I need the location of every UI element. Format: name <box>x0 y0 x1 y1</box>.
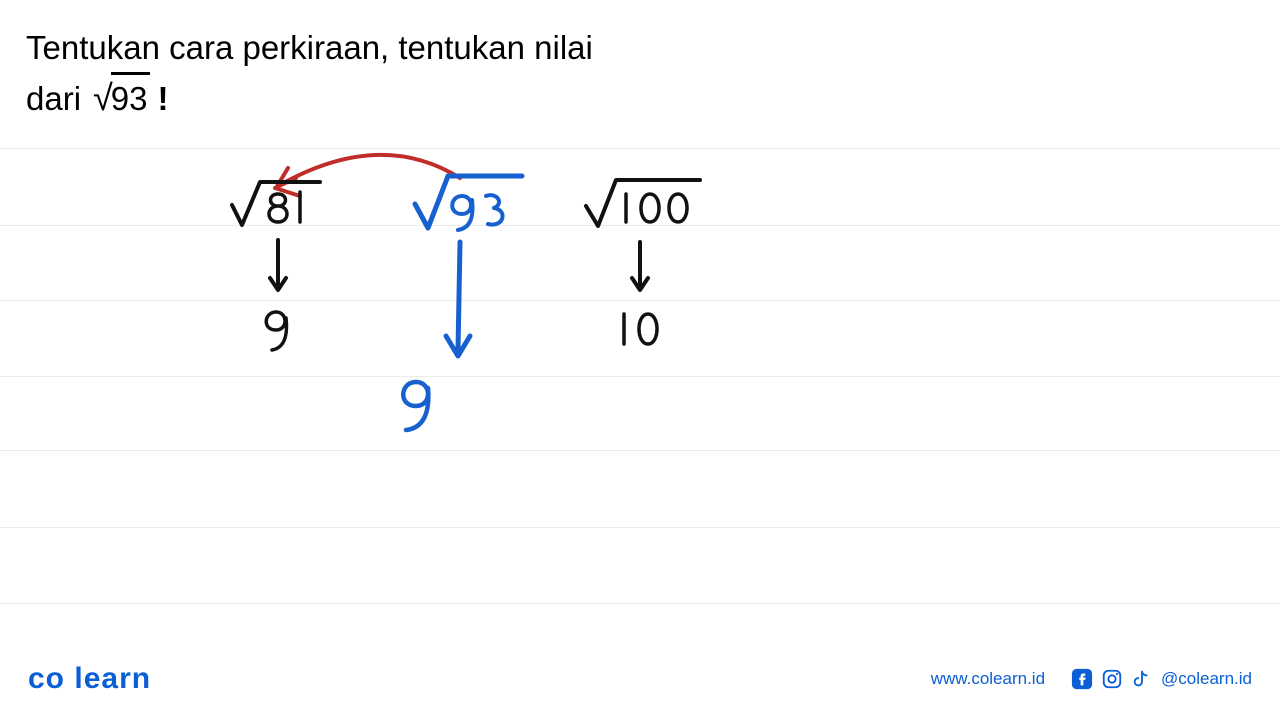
facebook-icon <box>1071 668 1093 690</box>
footer: co learn www.colearn.id @colearn.id <box>0 650 1280 720</box>
social-icons: @colearn.id <box>1071 668 1252 690</box>
question-prefix: dari <box>26 75 81 123</box>
footer-right: www.colearn.id @colearn.id <box>931 668 1252 690</box>
question-sqrt: √ 93 <box>93 72 149 124</box>
ruled-line <box>0 225 1280 226</box>
red-arrow <box>275 155 460 196</box>
ruled-line <box>0 300 1280 301</box>
instagram-icon <box>1101 668 1123 690</box>
brand-co: co <box>28 662 65 695</box>
ruled-line <box>0 527 1280 528</box>
question-block: Tentukan cara perkiraan, tentukan nilai … <box>26 24 593 124</box>
question-line1: Tentukan cara perkiraan, tentukan nilai <box>26 24 593 72</box>
sqrt-81 <box>232 182 320 350</box>
ruled-line <box>0 376 1280 377</box>
ruled-line <box>0 148 1280 149</box>
brand-learn: learn <box>74 662 151 695</box>
tiktok-icon <box>1131 668 1153 690</box>
social-handle: @colearn.id <box>1161 669 1252 689</box>
sqrt-100 <box>586 180 700 344</box>
sqrt-93 <box>403 176 522 430</box>
footer-url: www.colearn.id <box>931 669 1045 689</box>
ruled-line <box>0 603 1280 604</box>
question-line2: dari √ 93 ! <box>26 72 593 124</box>
exclamation: ! <box>158 75 169 123</box>
radicand: 93 <box>111 72 150 123</box>
ruled-line <box>0 450 1280 451</box>
brand-logo: co learn <box>28 662 151 696</box>
